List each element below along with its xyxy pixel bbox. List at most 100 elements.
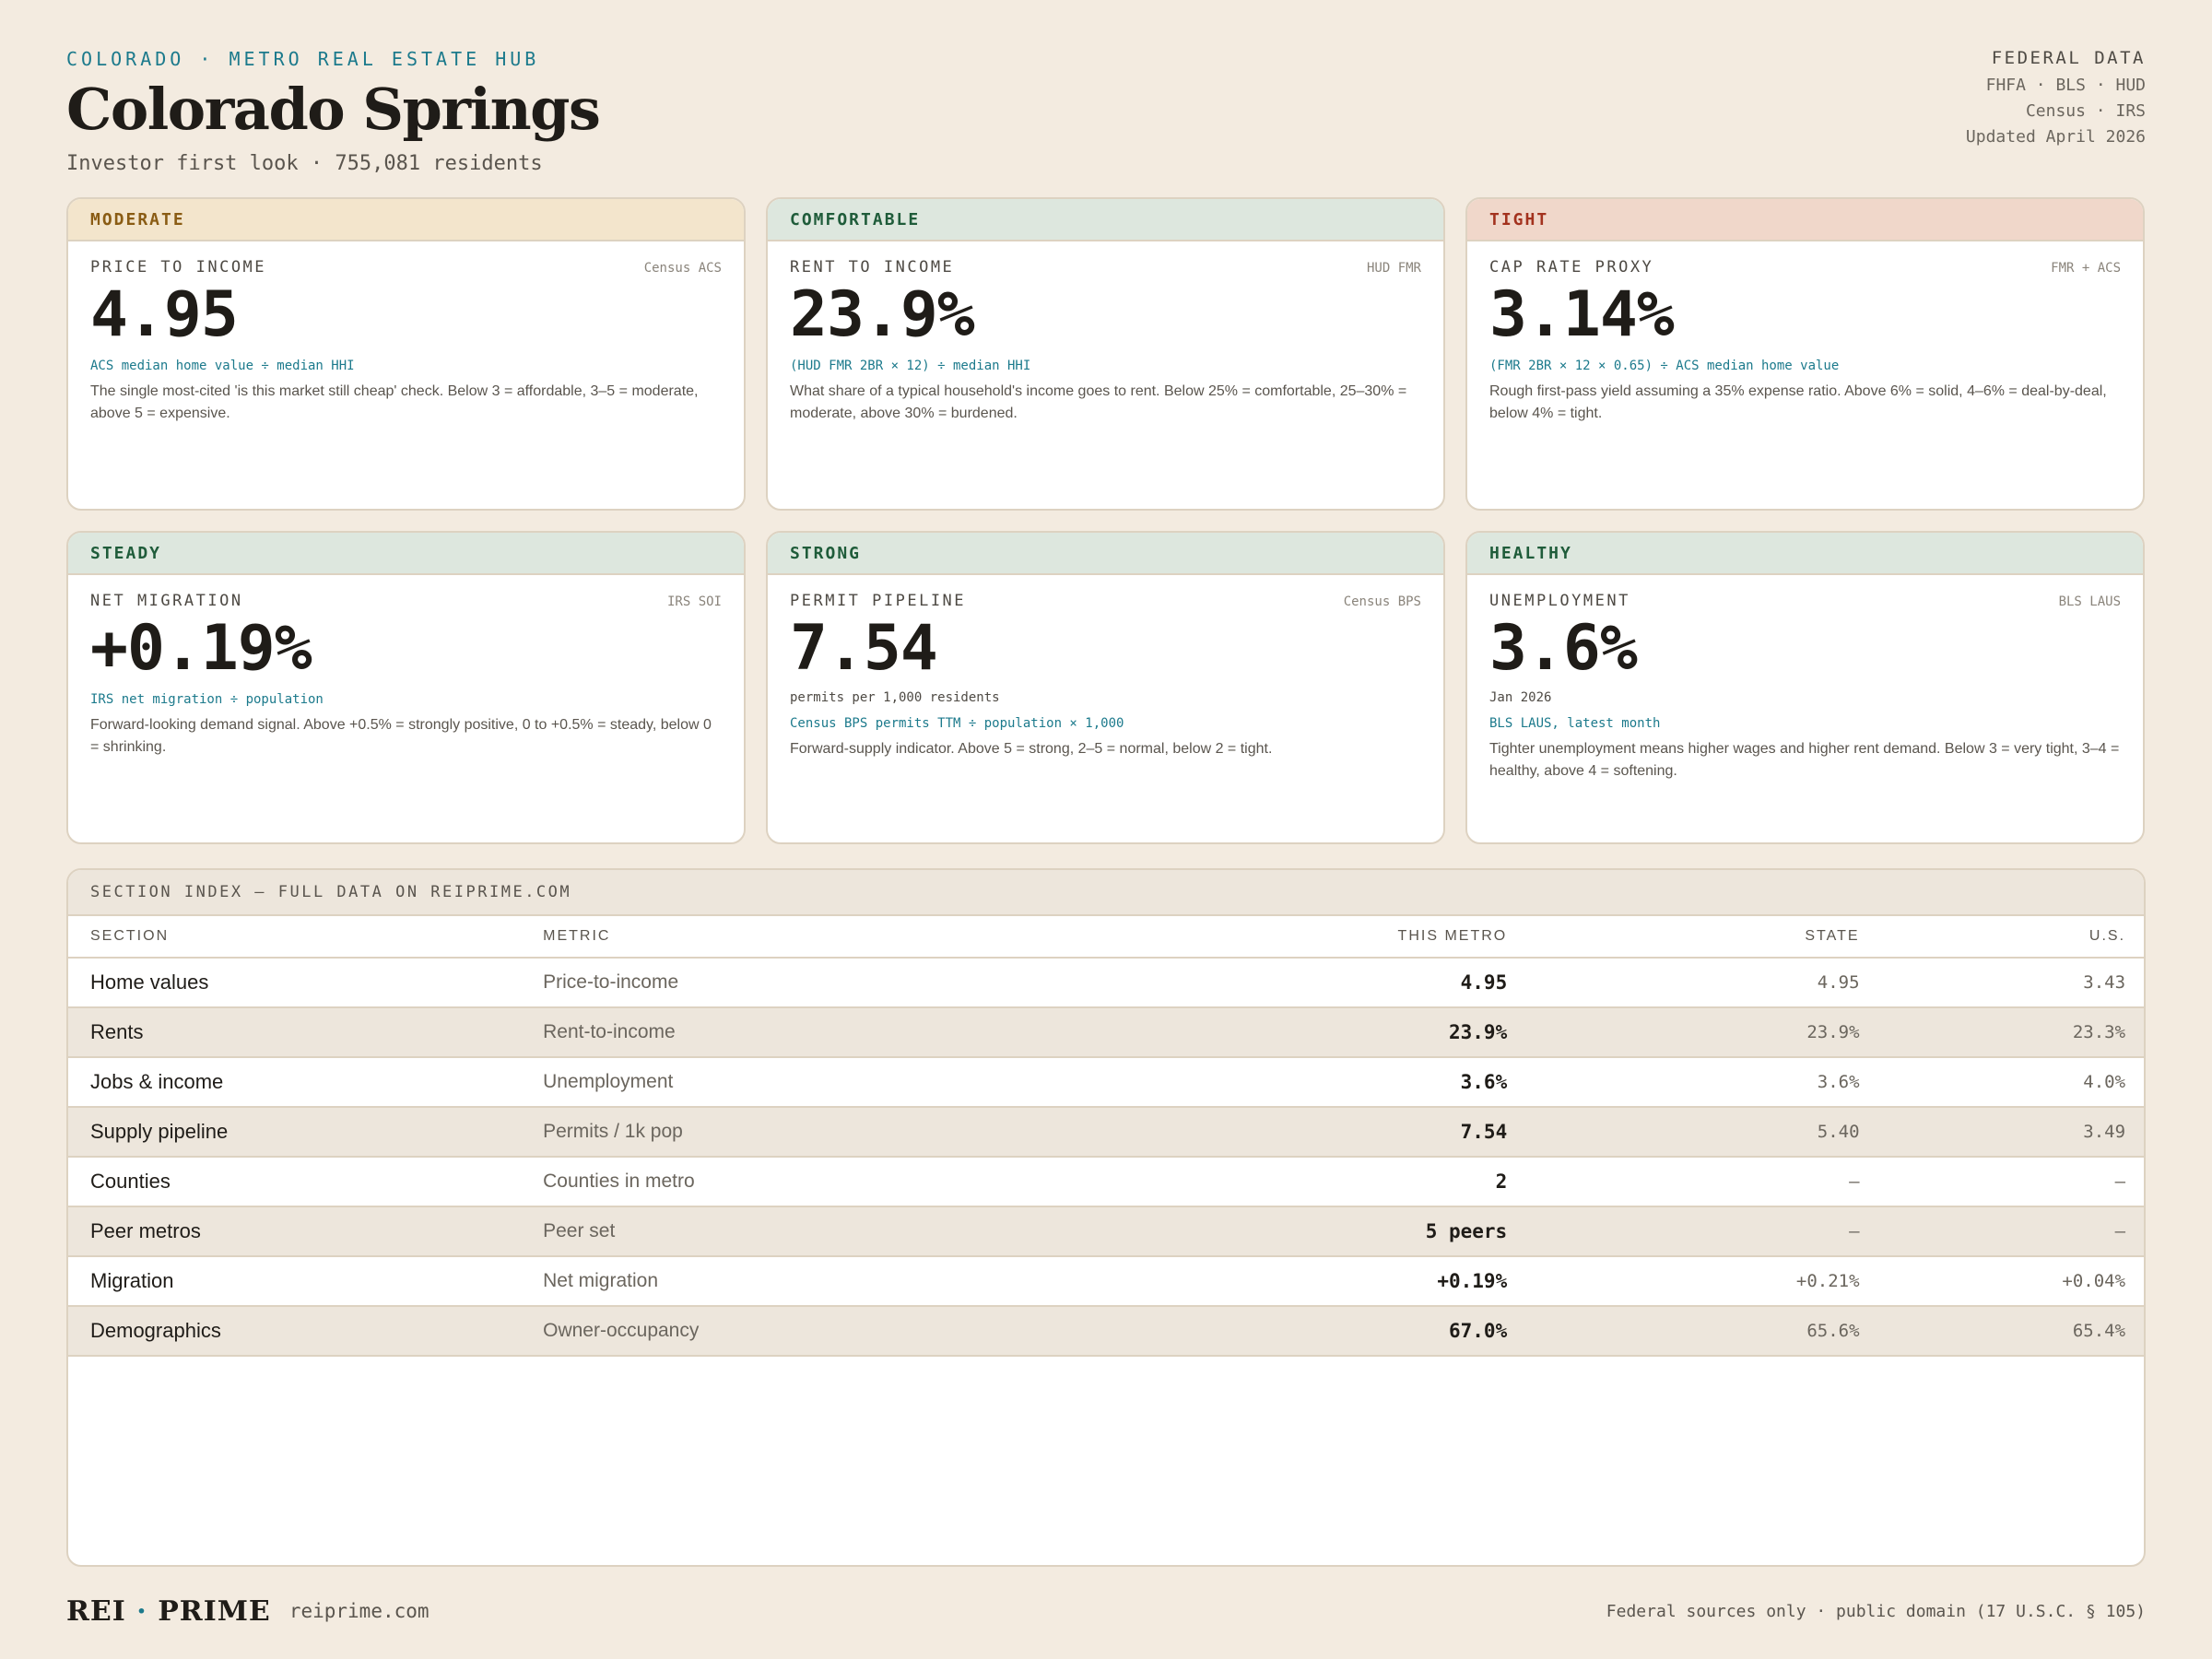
table-row: Peer metros Peer set 5 peers — — bbox=[68, 1207, 2144, 1257]
table-row: Counties Counties in metro 2 — — bbox=[68, 1158, 2144, 1207]
column-header-us: U.S. bbox=[2088, 928, 2126, 944]
table-row: Supply pipeline Permits / 1k pop 7.54 5.40 3… bbox=[68, 1108, 2144, 1158]
cell-metric: Net migration bbox=[543, 1270, 658, 1291]
cell-section: Counties bbox=[90, 1170, 171, 1193]
federal-data-title: FEDERAL DATA bbox=[1991, 48, 2146, 68]
table-body: Home values Price-to-income 4.95 4.95 3.43 Re… bbox=[68, 959, 2144, 1357]
cell-this-metro: 3.6% bbox=[1460, 1071, 1508, 1093]
metric-source: IRS SOI bbox=[666, 594, 722, 609]
table-row: Home values Price-to-income 4.95 4.95 3.43 bbox=[68, 959, 2144, 1008]
metric-formula: IRS net migration ÷ population bbox=[90, 692, 324, 708]
metric-formula: Census BPS permits TTM ÷ population × 1,… bbox=[790, 716, 1124, 732]
cell-this-metro: 23.9% bbox=[1449, 1021, 1508, 1043]
section-index-table: SECTION INDEX — FULL DATA ON REIPRIME.CO… bbox=[66, 868, 2146, 1567]
cell-us: 3.43 bbox=[2083, 972, 2126, 993]
page-footer: REI · PRIME reiprime.com Federal sources… bbox=[66, 1593, 2146, 1630]
metric-source: FMR + ACS bbox=[2051, 261, 2121, 276]
cell-metric: Price-to-income bbox=[543, 971, 679, 993]
cell-section: Jobs & income bbox=[90, 1070, 224, 1093]
eyebrow: COLORADO · METRO REAL ESTATE HUB bbox=[66, 48, 540, 70]
cell-us: 3.49 bbox=[2083, 1122, 2126, 1142]
cell-metric: Unemployment bbox=[543, 1071, 674, 1092]
status-badge: COMFORTABLE bbox=[768, 199, 1443, 241]
status-badge: TIGHT bbox=[1467, 199, 2143, 241]
card-price-to-income: MODERATE PRICE TO INCOME Census ACS 4.95… bbox=[66, 197, 746, 511]
column-header-section: SECTION bbox=[90, 928, 170, 944]
cell-this-metro: +0.19% bbox=[1437, 1270, 1508, 1292]
page-header: COLORADO · METRO REAL ESTATE HUB Colorad… bbox=[66, 48, 2146, 177]
status-badge: STEADY bbox=[68, 533, 744, 575]
metric-description: Tighter unemployment means higher wages … bbox=[1489, 741, 2120, 779]
cell-this-metro: 2 bbox=[1495, 1171, 1508, 1193]
cell-section: Migration bbox=[90, 1269, 174, 1292]
metric-value: +0.19% bbox=[90, 612, 312, 685]
brand-separator: · bbox=[136, 1594, 147, 1628]
cell-us: — bbox=[2114, 1171, 2126, 1192]
card-cap-rate-proxy: TIGHT CAP RATE PROXY FMR + ACS 3.14% (FM… bbox=[1465, 197, 2145, 511]
metric-value: 23.9% bbox=[790, 278, 975, 351]
cell-section: Rents bbox=[90, 1020, 144, 1043]
metric-value: 4.95 bbox=[90, 278, 239, 351]
metric-source: BLS LAUS bbox=[2058, 594, 2121, 609]
site-link[interactable]: reiprime.com bbox=[288, 1600, 429, 1622]
metric-source: HUD FMR bbox=[1366, 261, 1421, 276]
metric-formula: BLS LAUS, latest month bbox=[1489, 716, 1661, 732]
federal-sources-line-2: Census · IRS bbox=[2025, 101, 2146, 121]
cell-section: Demographics bbox=[90, 1319, 221, 1342]
brand-logo: REI · PRIME bbox=[66, 1595, 271, 1628]
cell-state: 4.95 bbox=[1817, 972, 1860, 993]
updated-date: Updated April 2026 bbox=[1965, 127, 2146, 147]
cell-section: Home values bbox=[90, 971, 209, 994]
metric-formula: (HUD FMR 2BR × 12) ÷ median HHI bbox=[790, 359, 1031, 374]
cell-this-metro: 7.54 bbox=[1460, 1121, 1508, 1143]
metric-source: Census ACS bbox=[643, 261, 722, 276]
page-subtitle: Investor first look · 755,081 residents bbox=[66, 152, 543, 176]
cell-this-metro: 4.95 bbox=[1460, 971, 1508, 994]
status-badge: HEALTHY bbox=[1467, 533, 2143, 575]
card-permit-pipeline: STRONG PERMIT PIPELINE Census BPS 7.54 p… bbox=[766, 531, 1445, 844]
card-rent-to-income: COMFORTABLE RENT TO INCOME HUD FMR 23.9%… bbox=[766, 197, 1445, 511]
cell-this-metro: 67.0% bbox=[1449, 1320, 1508, 1342]
cell-state: — bbox=[1849, 1171, 1860, 1192]
cell-section: Supply pipeline bbox=[90, 1120, 229, 1143]
metric-label: PERMIT PIPELINE bbox=[790, 592, 967, 610]
metric-value: 7.54 bbox=[790, 612, 938, 685]
table-row: Migration Net migration +0.19% +0.21% +0.04% bbox=[68, 1257, 2144, 1307]
card-unemployment: HEALTHY UNEMPLOYMENT BLS LAUS 3.6% Jan 2… bbox=[1465, 531, 2145, 844]
metric-label: CAP RATE PROXY bbox=[1489, 258, 1654, 276]
brand-right: PRIME bbox=[158, 1594, 271, 1628]
metric-description: Forward-looking demand signal. Above +0.… bbox=[90, 717, 712, 755]
cell-state: 3.6% bbox=[1817, 1072, 1860, 1092]
table-header-row: SECTION METRIC THIS METRO STATE U.S. bbox=[68, 916, 2144, 959]
cell-state: 65.6% bbox=[1806, 1321, 1860, 1341]
metric-formula: (FMR 2BR × 12 × 0.65) ÷ ACS median home … bbox=[1489, 359, 1840, 374]
cell-us: — bbox=[2114, 1221, 2126, 1241]
status-badge: MODERATE bbox=[68, 199, 744, 241]
federal-data-block: FEDERAL DATA FHFA · BLS · HUD Census · I… bbox=[1966, 48, 2146, 146]
column-header-state: STATE bbox=[1805, 928, 1860, 944]
metric-label: PRICE TO INCOME bbox=[90, 258, 267, 276]
metric-description: What share of a typical household's inco… bbox=[790, 383, 1407, 421]
metric-source: Census BPS bbox=[1343, 594, 1421, 609]
metric-label: RENT TO INCOME bbox=[790, 258, 955, 276]
metric-cards: MODERATE PRICE TO INCOME Census ACS 4.95… bbox=[66, 197, 2146, 844]
metric-note: permits per 1,000 residents bbox=[790, 690, 1000, 706]
cell-us: 23.3% bbox=[2072, 1022, 2126, 1042]
cell-state: +0.21% bbox=[1795, 1271, 1860, 1291]
column-header-this-metro: THIS METRO bbox=[1397, 928, 1508, 944]
cell-state: 5.40 bbox=[1817, 1122, 1860, 1142]
cell-metric: Peer set bbox=[543, 1220, 616, 1241]
metric-value: 3.6% bbox=[1489, 612, 1638, 685]
table-row: Demographics Owner-occupancy 67.0% 65.6% 65.… bbox=[68, 1307, 2144, 1357]
table-row: Jobs & income Unemployment 3.6% 3.6% 4.0% bbox=[68, 1058, 2144, 1108]
federal-sources-line-1: FHFA · BLS · HUD bbox=[1985, 76, 2146, 95]
metric-formula: ACS median home value ÷ median HHI bbox=[90, 359, 355, 374]
status-badge: STRONG bbox=[768, 533, 1443, 575]
cell-this-metro: 5 peers bbox=[1425, 1220, 1508, 1242]
metric-label: UNEMPLOYMENT bbox=[1489, 592, 1630, 610]
metric-note: Jan 2026 bbox=[1489, 690, 1552, 706]
metric-description: Rough first-pass yield assuming a 35% ex… bbox=[1489, 383, 2107, 421]
cell-metric: Permits / 1k pop bbox=[543, 1121, 683, 1142]
column-header-metric: METRIC bbox=[543, 928, 611, 944]
brand-left: REI bbox=[66, 1594, 126, 1628]
